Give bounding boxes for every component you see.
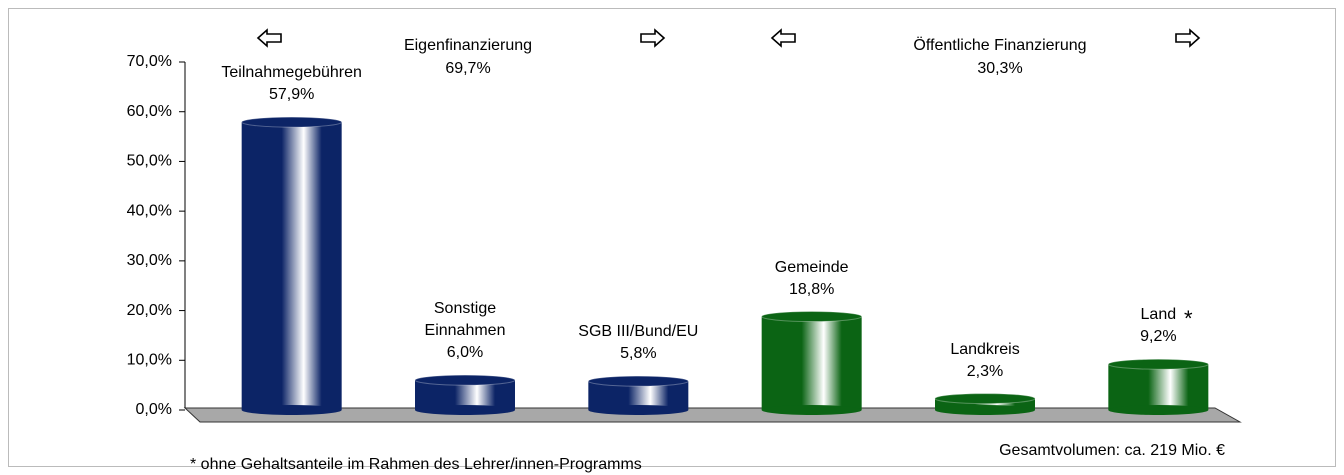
arrow-right <box>1175 28 1201 48</box>
bar-cap <box>414 374 516 386</box>
footnote-mark: * <box>1184 306 1193 332</box>
value-label: 57,9% <box>268 86 315 104</box>
group-share: 69,7% <box>445 60 490 77</box>
bar-base <box>935 405 1035 415</box>
bar <box>934 393 1036 415</box>
value-label: 9,2% <box>1140 328 1177 346</box>
value-label: 2,3% <box>966 362 1004 380</box>
category-label: Sonstige Einnahmen <box>424 300 506 340</box>
bar <box>587 375 689 415</box>
bar-body <box>241 122 342 410</box>
bar-cap <box>934 393 1036 405</box>
category-label: SGB III/Bund/EU <box>578 323 699 341</box>
y-tick-label: 0,0% <box>136 401 172 418</box>
arrow-left <box>770 28 796 48</box>
category-label: Land <box>1140 306 1177 324</box>
bar-cap <box>761 311 863 323</box>
bar <box>241 116 343 415</box>
bar-body <box>1108 364 1209 410</box>
bar-body <box>761 316 862 410</box>
arrow-right <box>640 28 666 48</box>
bar-base <box>1108 405 1209 415</box>
bar-base <box>588 405 689 415</box>
value-label: 18,8% <box>788 280 835 298</box>
arrows <box>256 28 1201 48</box>
y-tick-label: 20,0% <box>127 302 172 319</box>
bar-base <box>241 405 342 415</box>
value-label: 6,0% <box>446 344 484 362</box>
y-tick-label: 40,0% <box>127 202 172 219</box>
category-label: Landkreis <box>950 340 1020 358</box>
group-share: 30,3% <box>977 60 1022 77</box>
bar <box>1107 358 1209 415</box>
y-tick-label: 60,0% <box>127 103 172 120</box>
bar-base <box>415 405 515 415</box>
bar-cap <box>587 375 689 387</box>
bar-base <box>761 405 862 415</box>
y-tick-label: 10,0% <box>127 352 172 369</box>
group-name: Eigenfinanzierung <box>404 37 532 54</box>
total-note: Gesamtvolumen: ca. 219 Mio. € <box>999 442 1225 459</box>
footnote: * ohne Gehaltsanteile im Rahmen des Lehr… <box>190 456 642 473</box>
category-label: Gemeinde <box>774 258 849 276</box>
bar-body <box>935 398 1035 410</box>
bar <box>761 311 863 415</box>
frame <box>8 8 1336 467</box>
floor <box>183 407 1242 423</box>
arrow-left <box>256 28 282 48</box>
bar-cap <box>241 116 343 128</box>
bar <box>414 374 516 415</box>
y-tick-label: 70,0% <box>127 53 172 70</box>
bar-cap <box>1107 358 1209 370</box>
y-tick-label: 50,0% <box>127 153 172 170</box>
value-label: 5,8% <box>620 345 657 363</box>
group-name: Öffentliche Finanzierung <box>913 36 1086 54</box>
y-tick-label: 30,0% <box>127 252 172 269</box>
category-label: Teilnahmegebühren <box>221 64 362 82</box>
